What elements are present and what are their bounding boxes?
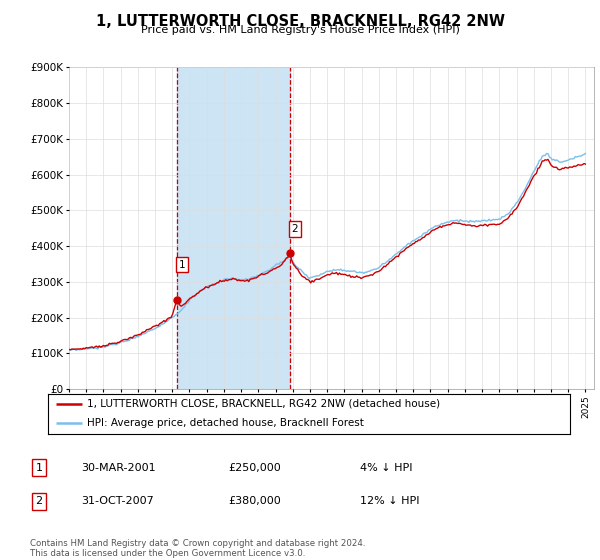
Text: 1, LUTTERWORTH CLOSE, BRACKNELL, RG42 2NW: 1, LUTTERWORTH CLOSE, BRACKNELL, RG42 2N… [95, 14, 505, 29]
Text: 2: 2 [35, 496, 43, 506]
Bar [176, 67, 290, 389]
Text: 2: 2 [292, 224, 298, 234]
Text: Price paid vs. HM Land Registry's House Price Index (HPI): Price paid vs. HM Land Registry's House … [140, 25, 460, 35]
Text: £380,000: £380,000 [228, 496, 281, 506]
Text: 31-OCT-2007: 31-OCT-2007 [81, 496, 154, 506]
Text: Contains HM Land Registry data © Crown copyright and database right 2024.
This d: Contains HM Land Registry data © Crown c… [30, 539, 365, 558]
Text: £250,000: £250,000 [228, 463, 281, 473]
Text: 1: 1 [35, 463, 43, 473]
Text: 1: 1 [178, 259, 185, 269]
Text: HPI: Average price, detached house, Bracknell Forest: HPI: Average price, detached house, Brac… [87, 418, 364, 428]
Text: 1, LUTTERWORTH CLOSE, BRACKNELL, RG42 2NW (detached house): 1, LUTTERWORTH CLOSE, BRACKNELL, RG42 2N… [87, 399, 440, 409]
Text: 4% ↓ HPI: 4% ↓ HPI [360, 463, 413, 473]
Text: 30-MAR-2001: 30-MAR-2001 [81, 463, 155, 473]
Text: 12% ↓ HPI: 12% ↓ HPI [360, 496, 419, 506]
